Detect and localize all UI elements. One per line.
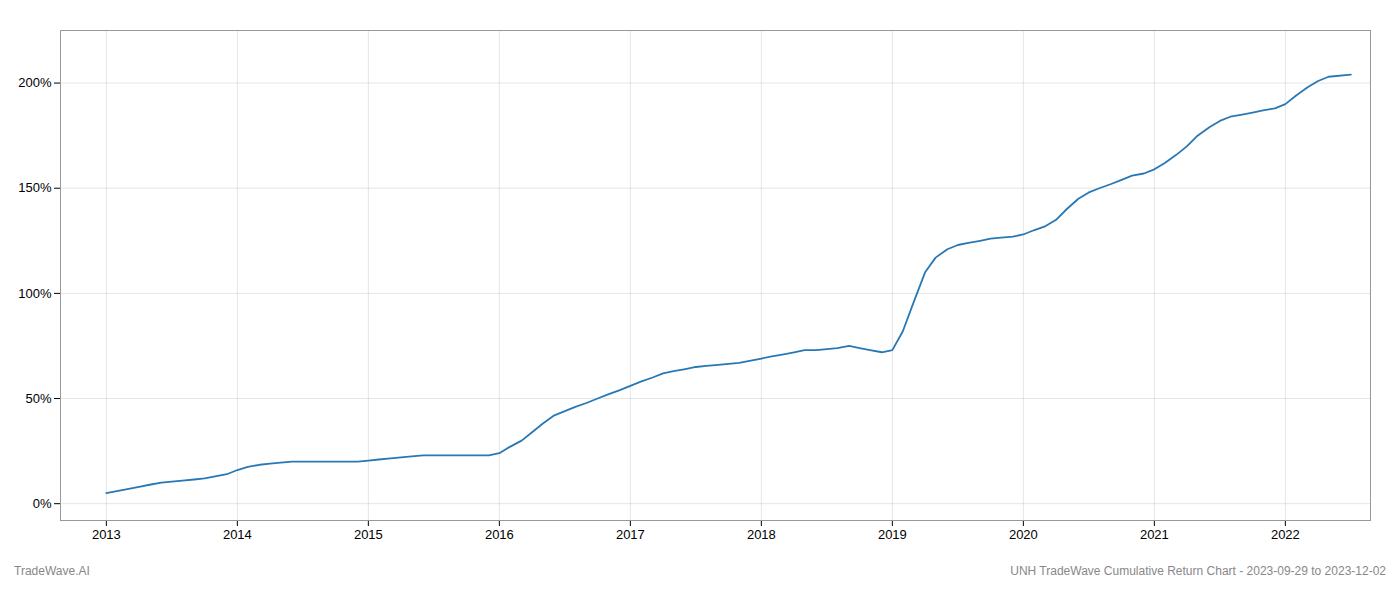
svg-text:150%: 150%: [18, 180, 52, 195]
html-text:TradeWave.AI: TradeWave.AI: [14, 564, 90, 578]
svg-text:0%: 0%: [33, 496, 52, 511]
svg-text:200%: 200%: [18, 75, 52, 90]
svg-text:2015: 2015: [354, 527, 383, 542]
html-text:UNH TradeWave Cumulative Retur: UNH TradeWave Cumulative Return Chart - …: [1010, 564, 1386, 578]
svg-text:2016: 2016: [485, 527, 514, 542]
svg-text:2021: 2021: [1140, 527, 1169, 542]
svg-text:2013: 2013: [92, 527, 121, 542]
svg-text:2022: 2022: [1271, 527, 1300, 542]
svg-text:2020: 2020: [1009, 527, 1038, 542]
svg-text:50%: 50%: [25, 391, 51, 406]
svg-text:2017: 2017: [616, 527, 645, 542]
svg-text:2019: 2019: [878, 527, 907, 542]
svg-text:2018: 2018: [747, 527, 776, 542]
svg-text:2014: 2014: [223, 527, 252, 542]
svg-text:100%: 100%: [18, 286, 52, 301]
